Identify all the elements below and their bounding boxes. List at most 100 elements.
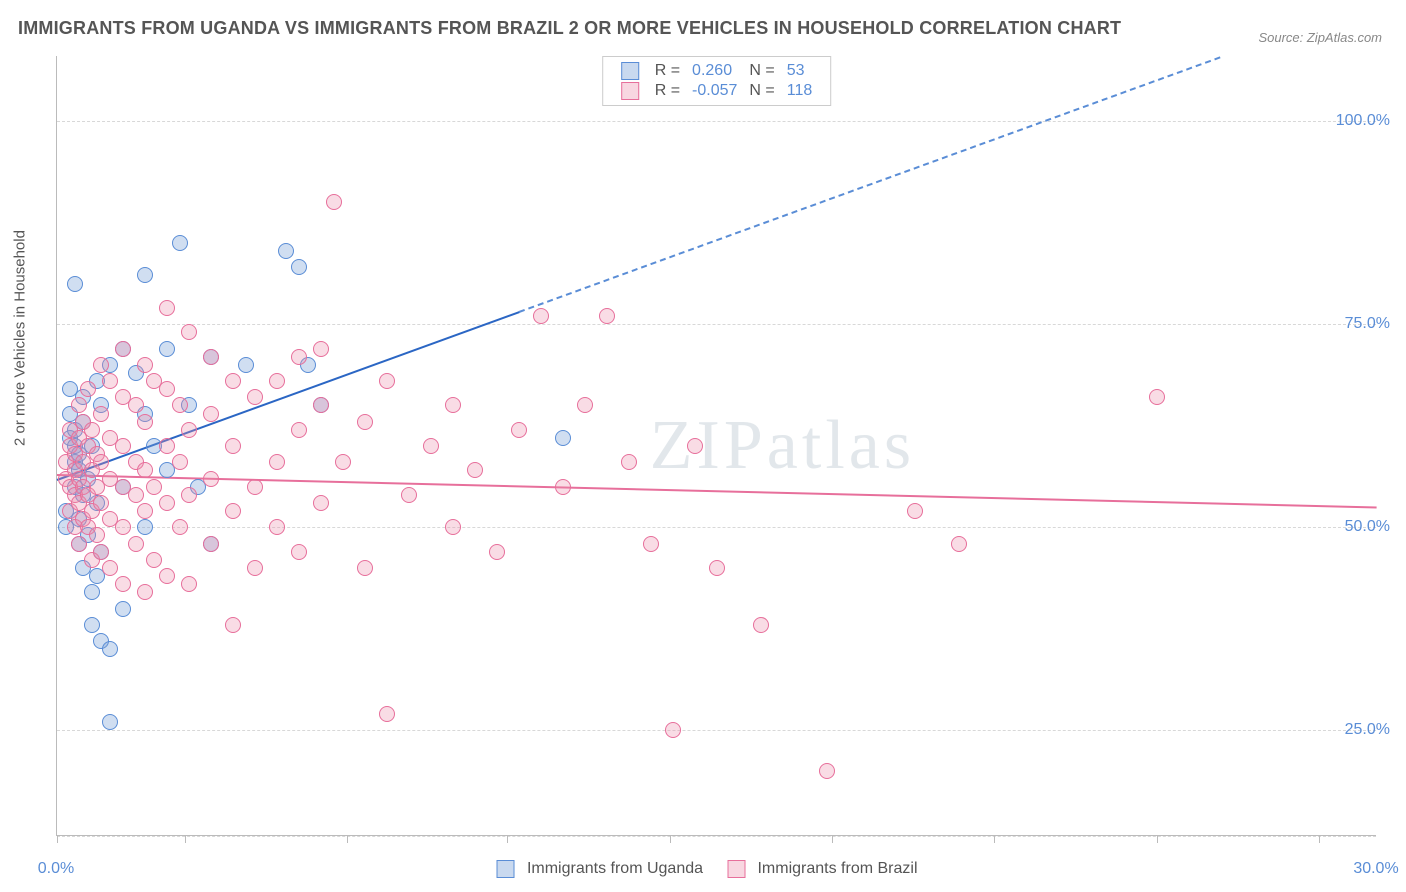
data-point — [1149, 389, 1165, 405]
legend-n-label: N = — [743, 81, 780, 101]
legend-r-value: 0.260 — [686, 61, 743, 81]
data-point — [533, 308, 549, 324]
data-point — [423, 438, 439, 454]
y-tick-label: 25.0% — [1345, 721, 1390, 739]
data-point — [357, 414, 373, 430]
data-point — [137, 357, 153, 373]
data-point — [115, 576, 131, 592]
source-credit: Source: ZipAtlas.com — [1258, 30, 1382, 45]
data-point — [137, 519, 153, 535]
data-point — [93, 357, 109, 373]
data-point — [665, 722, 681, 738]
data-point — [89, 527, 105, 543]
data-point — [84, 422, 100, 438]
x-tick — [670, 835, 671, 843]
legend-swatch — [727, 860, 745, 878]
data-point — [203, 536, 219, 552]
x-tick — [994, 835, 995, 843]
data-point — [247, 479, 263, 495]
data-point — [137, 503, 153, 519]
x-tick — [1319, 835, 1320, 843]
data-point — [278, 243, 294, 259]
data-point — [159, 568, 175, 584]
data-point — [137, 267, 153, 283]
data-point — [379, 373, 395, 389]
data-point — [172, 397, 188, 413]
data-point — [511, 422, 527, 438]
data-point — [102, 560, 118, 576]
data-point — [102, 714, 118, 730]
data-point — [687, 438, 703, 454]
data-point — [599, 308, 615, 324]
data-point — [326, 194, 342, 210]
data-point — [225, 503, 241, 519]
data-point — [225, 617, 241, 633]
data-point — [819, 763, 835, 779]
x-tick — [832, 835, 833, 843]
legend-swatch — [497, 860, 515, 878]
y-axis-label: 2 or more Vehicles in Household — [12, 230, 29, 446]
data-point — [907, 503, 923, 519]
gridline-horizontal — [57, 730, 1376, 731]
data-point — [71, 397, 87, 413]
legend-r-value: -0.057 — [686, 81, 743, 101]
gridline-horizontal — [57, 836, 1376, 837]
data-point — [181, 422, 197, 438]
legend-n-value: 53 — [781, 61, 819, 81]
data-point — [146, 552, 162, 568]
legend-n-value: 118 — [781, 81, 819, 101]
data-point — [159, 438, 175, 454]
data-point — [225, 438, 241, 454]
data-point — [445, 519, 461, 535]
data-point — [291, 349, 307, 365]
data-point — [84, 584, 100, 600]
y-tick-label: 75.0% — [1345, 315, 1390, 333]
gridline-horizontal — [57, 527, 1376, 528]
data-point — [115, 601, 131, 617]
x-tick — [1157, 835, 1158, 843]
data-point — [71, 536, 87, 552]
data-point — [181, 324, 197, 340]
data-point — [709, 560, 725, 576]
data-point — [621, 454, 637, 470]
data-point — [643, 536, 659, 552]
data-point — [335, 454, 351, 470]
data-point — [291, 544, 307, 560]
y-tick-label: 50.0% — [1345, 518, 1390, 536]
x-tick — [507, 835, 508, 843]
data-point — [93, 454, 109, 470]
legend-item: Immigrants from Brazil — [719, 860, 917, 877]
data-point — [67, 276, 83, 292]
plot-area: ZIPatlas R =0.260N =53R =-0.057N =118 — [56, 56, 1376, 836]
data-point — [313, 341, 329, 357]
data-point — [269, 373, 285, 389]
x-tick-label: 0.0% — [38, 860, 74, 878]
data-point — [203, 349, 219, 365]
data-point — [159, 300, 175, 316]
data-point — [102, 641, 118, 657]
data-point — [313, 397, 329, 413]
gridline-horizontal — [57, 324, 1376, 325]
data-point — [238, 357, 254, 373]
data-point — [313, 495, 329, 511]
data-point — [357, 560, 373, 576]
data-point — [172, 519, 188, 535]
data-point — [159, 381, 175, 397]
data-point — [467, 462, 483, 478]
data-point — [203, 471, 219, 487]
data-point — [181, 576, 197, 592]
data-point — [84, 617, 100, 633]
y-tick-label: 100.0% — [1336, 112, 1390, 130]
data-point — [555, 430, 571, 446]
data-point — [555, 479, 571, 495]
data-point — [181, 487, 197, 503]
data-point — [93, 406, 109, 422]
data-point — [137, 462, 153, 478]
gridline-horizontal — [57, 121, 1376, 122]
data-point — [247, 389, 263, 405]
legend-stats: R =0.260N =53R =-0.057N =118 — [602, 56, 832, 106]
data-point — [247, 560, 263, 576]
data-point — [379, 706, 395, 722]
x-tick — [57, 835, 58, 843]
data-point — [269, 454, 285, 470]
